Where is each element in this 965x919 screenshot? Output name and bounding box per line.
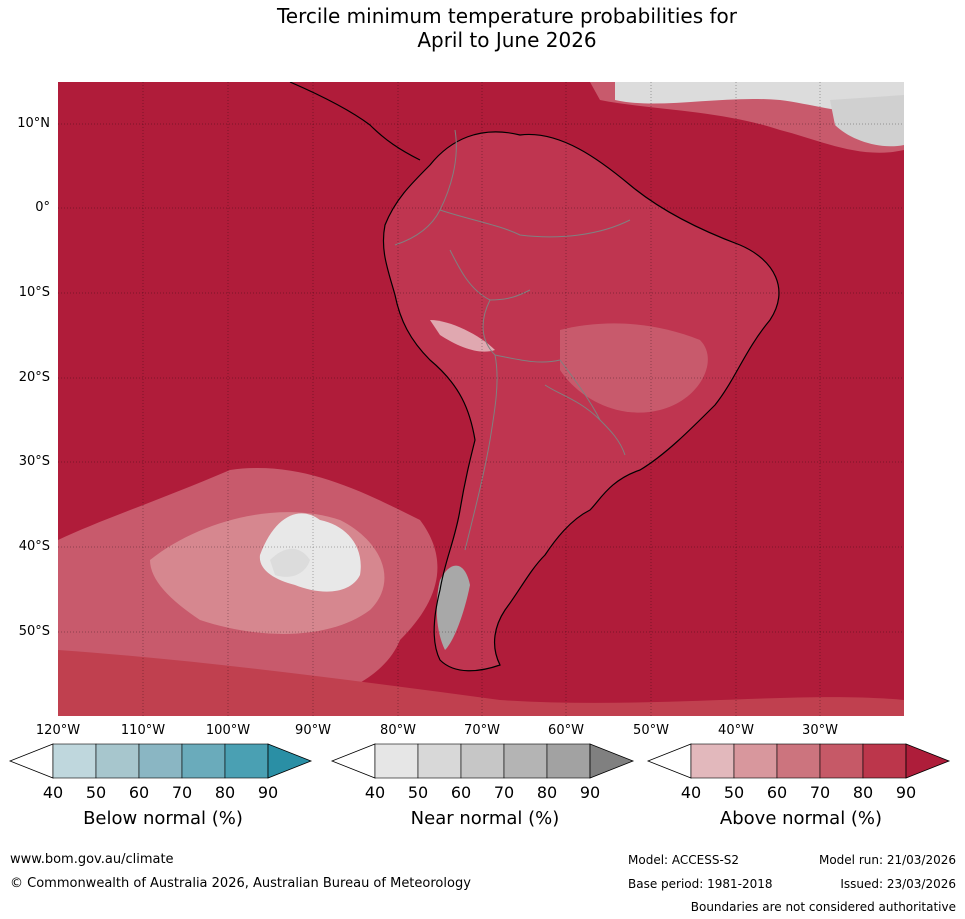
coastline	[382, 131, 780, 672]
colorbar-above-title: Above normal (%)	[719, 808, 883, 829]
lat-label-20s: 20°S	[18, 370, 50, 385]
colorbar-bin	[503, 743, 548, 779]
colorbar-bin	[95, 743, 140, 779]
colorbar-bin	[374, 743, 419, 779]
colorbar-bin	[733, 743, 778, 779]
andes-patch	[430, 320, 495, 352]
south-band	[58, 650, 904, 716]
tick-40: 40	[680, 783, 702, 802]
tick-80: 80	[852, 783, 874, 802]
tick-50: 50	[723, 783, 745, 802]
lat-label-0: 0°	[35, 200, 50, 215]
colorbar-high-arrow	[267, 743, 313, 779]
boundaries-disclaimer: Boundaries are not considered authoritat…	[690, 900, 956, 914]
colorbar-bin	[417, 743, 462, 779]
gridlines	[58, 82, 904, 716]
lon-label-80w: 80°W	[380, 723, 416, 738]
lon-label-40w: 40°W	[718, 723, 754, 738]
lon-label-30w: 30°W	[802, 723, 838, 738]
colorbar-bin	[819, 743, 864, 779]
brazil-interior-patch	[560, 323, 708, 413]
colorbar-low-arrow	[8, 743, 54, 779]
tick-70: 70	[809, 783, 831, 802]
tick-40: 40	[42, 783, 64, 802]
central-america-coast	[289, 82, 421, 161]
issued-date: Issued: 23/03/2026	[840, 877, 956, 891]
tick-80: 80	[536, 783, 558, 802]
near-normal-patch-atlantic-east	[830, 95, 904, 147]
colorbar-bin	[690, 743, 735, 779]
copyright: © Commonwealth of Australia 2026, Austra…	[10, 876, 471, 891]
tick-90: 90	[895, 783, 917, 802]
tick-90: 90	[257, 783, 279, 802]
colorbar-bin	[181, 743, 226, 779]
lon-label-120w: 120°W	[35, 723, 81, 738]
colorbar-bin	[138, 743, 183, 779]
title-line-1: Tercile minimum temperature probabilitie…	[276, 4, 738, 28]
colorbar-near-title: Near normal (%)	[410, 808, 560, 829]
chart-title: Tercile minimum temperature probabilitie…	[0, 4, 965, 52]
colorbar-bin	[862, 743, 907, 779]
colorbar-bin	[460, 743, 505, 779]
country-borders	[394, 129, 631, 551]
near-normal-patch-pacific-core	[270, 548, 310, 577]
south-america-land	[383, 131, 779, 671]
colorbar-above-normal	[646, 743, 951, 779]
colorbar-bin	[776, 743, 821, 779]
base-period: Base period: 1981-2018	[628, 877, 773, 891]
colorbar-bin	[546, 743, 591, 779]
title-line-2: April to June 2026	[417, 28, 597, 52]
lon-label-70w: 70°W	[464, 723, 500, 738]
patagonia-near-normal	[436, 565, 470, 650]
tick-60: 60	[128, 783, 150, 802]
colorbar-low-arrow	[330, 743, 376, 779]
colorbar-high-arrow	[589, 743, 635, 779]
tick-40: 40	[364, 783, 386, 802]
lat-label-10s: 10°S	[18, 285, 50, 300]
lat-label-30s: 30°S	[18, 454, 50, 469]
colorbar-high-arrow	[905, 743, 951, 779]
website-link[interactable]: www.bom.gov.au/climate	[10, 852, 174, 867]
tick-70: 70	[493, 783, 515, 802]
tick-80: 80	[214, 783, 236, 802]
tick-50: 50	[85, 783, 107, 802]
colorbar-below-normal	[8, 743, 313, 779]
tick-60: 60	[450, 783, 472, 802]
model-name: Model: ACCESS-S2	[628, 853, 740, 867]
colorbar-bin	[224, 743, 269, 779]
model-run: Model run: 21/03/2026	[818, 853, 956, 867]
lon-label-110w: 110°W	[120, 723, 166, 738]
tick-50: 50	[407, 783, 429, 802]
colorbar-bin	[52, 743, 97, 779]
lon-label-90w: 90°W	[295, 723, 331, 738]
lat-label-10n: 10°N	[17, 116, 50, 131]
colorbar-below-title: Below normal (%)	[83, 808, 243, 829]
colorbar-near-normal	[330, 743, 635, 779]
lat-label-40s: 40°S	[18, 539, 50, 554]
tick-90: 90	[579, 783, 601, 802]
tick-60: 60	[766, 783, 788, 802]
lon-label-60w: 60°W	[548, 723, 584, 738]
tick-70: 70	[171, 783, 193, 802]
colorbar-low-arrow	[646, 743, 692, 779]
lon-label-50w: 50°W	[633, 723, 669, 738]
lat-label-50s: 50°S	[18, 624, 50, 639]
lon-label-100w: 100°W	[205, 723, 251, 738]
probability-map	[58, 82, 904, 716]
